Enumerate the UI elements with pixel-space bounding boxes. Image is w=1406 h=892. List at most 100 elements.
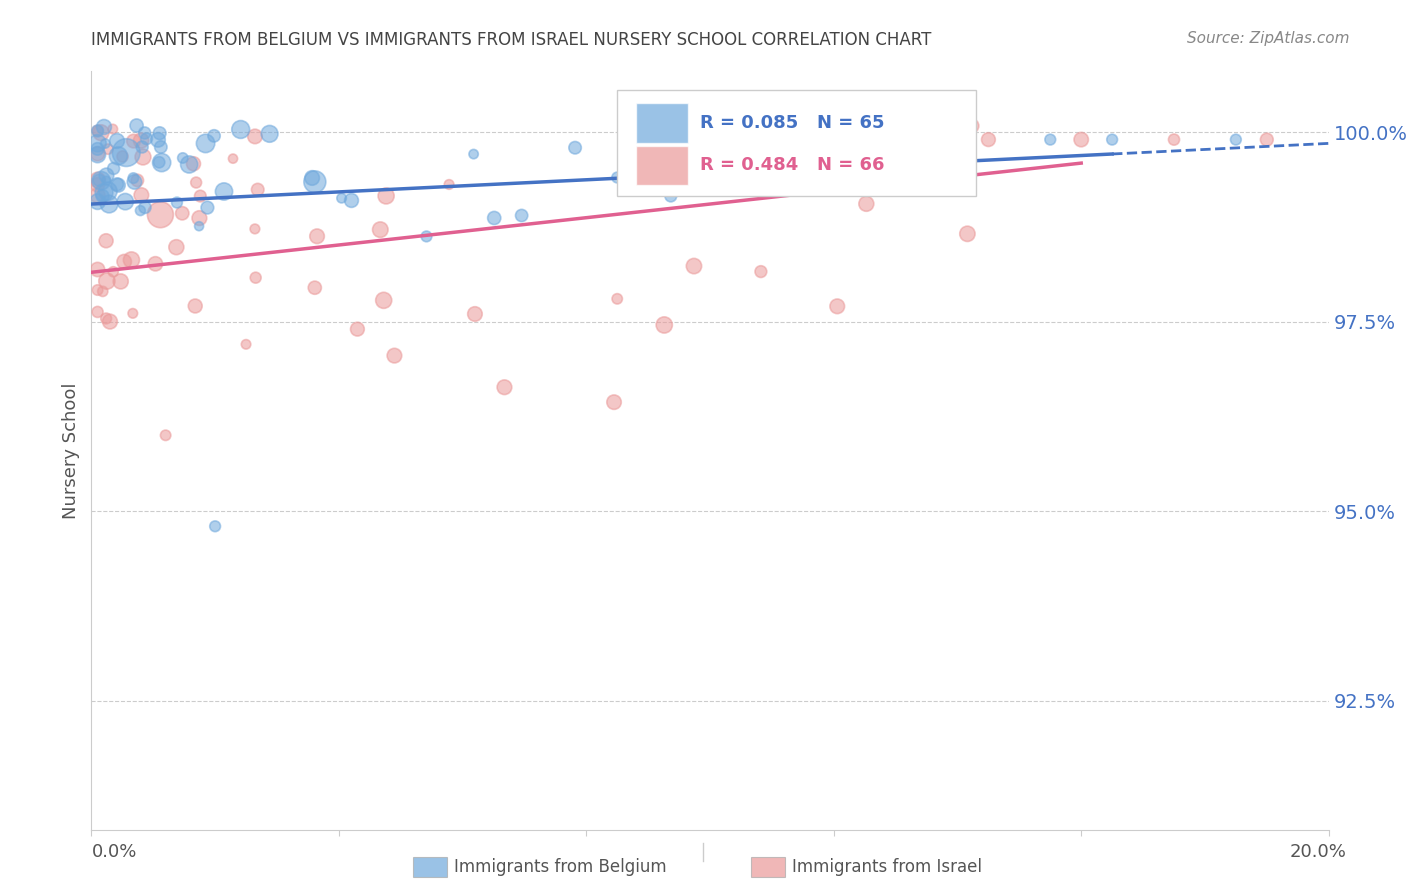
Point bbox=[150, 155, 173, 169]
Point bbox=[86, 188, 108, 202]
Point bbox=[86, 194, 108, 209]
Text: IMMIGRANTS FROM BELGIUM VS IMMIGRANTS FROM ISRAEL NURSERY SCHOOL CORRELATION CHA: IMMIGRANTS FROM BELGIUM VS IMMIGRANTS FR… bbox=[91, 31, 932, 49]
Point bbox=[1225, 133, 1247, 147]
Point bbox=[825, 299, 848, 313]
Point bbox=[183, 157, 205, 171]
Point bbox=[129, 134, 152, 148]
Point bbox=[86, 124, 108, 138]
Point bbox=[1070, 133, 1092, 147]
Point bbox=[131, 188, 153, 202]
Point bbox=[749, 264, 772, 278]
Point bbox=[86, 178, 108, 192]
Point bbox=[437, 178, 460, 192]
Point bbox=[149, 126, 172, 140]
Point bbox=[146, 133, 169, 147]
Point bbox=[129, 203, 152, 218]
Point bbox=[98, 197, 121, 211]
Point bbox=[97, 142, 120, 156]
FancyBboxPatch shape bbox=[636, 103, 688, 143]
Point bbox=[149, 208, 172, 222]
Point bbox=[148, 155, 170, 169]
Point bbox=[172, 206, 194, 220]
Point bbox=[93, 120, 115, 134]
Text: R = 0.085   N = 65: R = 0.085 N = 65 bbox=[700, 114, 884, 132]
Point bbox=[415, 229, 437, 244]
Text: Source: ZipAtlas.com: Source: ZipAtlas.com bbox=[1187, 31, 1350, 46]
Point bbox=[188, 219, 211, 234]
Point bbox=[124, 175, 146, 189]
Point bbox=[1101, 133, 1123, 147]
Point bbox=[90, 126, 112, 140]
Point bbox=[145, 257, 167, 271]
Point bbox=[855, 196, 877, 211]
Point bbox=[121, 306, 143, 320]
Point bbox=[346, 322, 368, 336]
FancyBboxPatch shape bbox=[617, 90, 976, 196]
Point bbox=[91, 189, 114, 203]
Point bbox=[86, 136, 108, 151]
Text: Immigrants from Israel: Immigrants from Israel bbox=[792, 858, 981, 876]
Text: 20.0%: 20.0% bbox=[1291, 843, 1347, 861]
Point bbox=[564, 141, 586, 155]
Point bbox=[510, 209, 533, 223]
Point bbox=[94, 311, 117, 326]
Text: 0.0%: 0.0% bbox=[91, 843, 136, 861]
Point bbox=[96, 274, 118, 288]
Point bbox=[115, 145, 138, 160]
Text: R = 0.484   N = 66: R = 0.484 N = 66 bbox=[700, 156, 884, 174]
Point bbox=[243, 222, 266, 236]
Point bbox=[114, 194, 136, 209]
Point bbox=[97, 184, 120, 198]
Point bbox=[107, 149, 129, 163]
Point bbox=[86, 173, 108, 187]
Point bbox=[98, 315, 121, 329]
Point bbox=[122, 171, 145, 186]
Point bbox=[120, 252, 142, 267]
Point bbox=[186, 176, 208, 190]
Point bbox=[96, 174, 118, 188]
Point bbox=[373, 293, 395, 308]
Point bbox=[166, 195, 188, 210]
Point bbox=[652, 318, 675, 332]
Point bbox=[188, 211, 211, 226]
Point bbox=[149, 140, 172, 154]
Point bbox=[340, 194, 363, 208]
Point bbox=[330, 191, 353, 205]
Point bbox=[977, 133, 1000, 147]
Point bbox=[165, 240, 187, 254]
Point bbox=[222, 152, 245, 166]
Point bbox=[301, 170, 323, 185]
Point bbox=[304, 281, 326, 295]
Point bbox=[105, 134, 128, 148]
Point bbox=[172, 151, 194, 165]
Point bbox=[606, 292, 628, 306]
Point bbox=[245, 270, 267, 285]
Point bbox=[86, 283, 108, 297]
Point bbox=[94, 136, 117, 151]
Point bbox=[110, 274, 132, 288]
FancyBboxPatch shape bbox=[636, 145, 688, 186]
Y-axis label: Nursery School: Nursery School bbox=[62, 382, 80, 519]
Point bbox=[259, 127, 281, 141]
Point bbox=[194, 136, 217, 151]
Point bbox=[375, 189, 398, 203]
Point bbox=[105, 178, 128, 192]
Point bbox=[86, 262, 108, 277]
Point bbox=[683, 259, 706, 273]
Point bbox=[135, 132, 157, 146]
Point bbox=[94, 234, 117, 248]
Point bbox=[652, 128, 675, 143]
Point bbox=[307, 229, 329, 244]
Point bbox=[93, 186, 115, 200]
Point bbox=[243, 129, 266, 144]
Point bbox=[1039, 133, 1062, 147]
Point bbox=[659, 189, 682, 203]
Point bbox=[235, 337, 257, 351]
Point bbox=[484, 211, 506, 225]
Point bbox=[122, 134, 145, 148]
Point bbox=[134, 126, 156, 140]
Point bbox=[103, 265, 125, 279]
Point bbox=[204, 519, 226, 533]
Point bbox=[86, 147, 108, 161]
Point bbox=[101, 122, 124, 136]
